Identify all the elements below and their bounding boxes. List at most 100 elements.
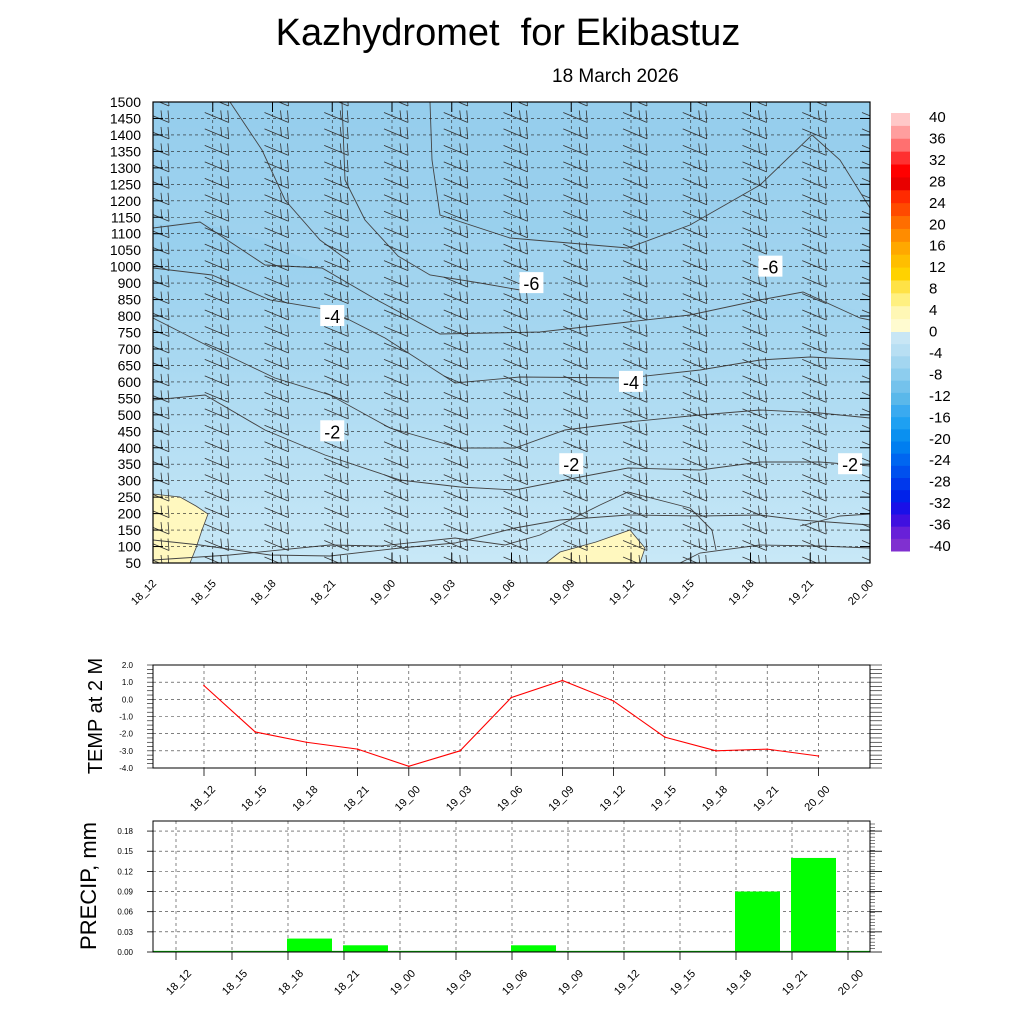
wind-barb	[337, 102, 349, 107]
wind-barb	[742, 390, 767, 403]
colorbar-swatch	[891, 177, 910, 191]
wind-barb	[443, 126, 469, 140]
wind-barb	[682, 143, 708, 156]
colorbar-swatch	[891, 203, 910, 217]
x-tick-label: 19_00	[368, 578, 398, 608]
wind-barb	[682, 505, 708, 518]
wind-barb	[204, 143, 230, 156]
y-tick-label: 1200	[110, 193, 141, 209]
wind-barb	[383, 192, 409, 206]
colorbar-swatch	[891, 306, 910, 320]
temp-point	[766, 748, 768, 750]
wind-barb	[742, 423, 767, 436]
wind-barb	[576, 102, 588, 107]
y-tick-label: -1.0	[119, 713, 133, 722]
y-tick-label: 200	[118, 506, 142, 522]
wind-barb	[443, 439, 469, 453]
wind-barb	[563, 176, 588, 189]
x-tick-label: 19_15	[649, 784, 679, 814]
wind-barb	[861, 540, 870, 545]
wind-barb	[861, 523, 870, 528]
wind-barb	[383, 143, 409, 156]
wind-barb	[383, 307, 409, 321]
wind-barb	[622, 423, 648, 436]
wind-barb	[383, 406, 409, 420]
temp-y-label: TEMP at 2 M	[85, 658, 107, 774]
wind-barb	[443, 209, 469, 222]
wind-barb	[204, 307, 230, 321]
y-tick-label: 150	[118, 522, 142, 538]
temp-point	[254, 731, 256, 733]
colorbar-swatch	[891, 417, 910, 430]
wind-barb	[264, 307, 289, 321]
wind-barb	[815, 102, 827, 107]
wind-barb	[742, 538, 767, 551]
wind-barb	[457, 102, 469, 107]
y-tick-label: 900	[118, 275, 142, 291]
wind-barb	[682, 439, 708, 453]
wind-barb	[264, 456, 289, 469]
colorbar-swatch	[891, 267, 910, 281]
wind-barb	[802, 242, 827, 255]
wind-barb	[324, 456, 349, 469]
temp-point	[817, 755, 820, 757]
wind-barb	[264, 225, 289, 239]
wind-barb	[563, 390, 588, 403]
temp-point	[715, 750, 717, 752]
wind-barb	[682, 373, 708, 387]
wind-barb	[861, 194, 870, 199]
contour-label: -4	[619, 370, 643, 393]
colorbar-label: -40	[929, 538, 951, 555]
x-tick-label: 18_12	[129, 578, 159, 608]
wind-barb	[204, 373, 230, 387]
svg-text:-2: -2	[563, 455, 579, 475]
x-tick-label: 18_21	[308, 578, 338, 608]
colorbar-swatch	[891, 429, 910, 442]
svg-text:-4: -4	[623, 373, 639, 393]
wind-barb	[443, 538, 469, 551]
wind-barb	[443, 456, 469, 469]
wind-barb	[742, 406, 767, 420]
wind-barb	[324, 538, 349, 551]
wind-barb	[622, 505, 648, 518]
y-tick-label: 0.15	[117, 847, 133, 856]
x-tick-label: 19_12	[598, 784, 628, 814]
temp-series	[203, 679, 820, 768]
colorbar-label: 28	[929, 173, 946, 190]
wind-barb	[383, 225, 409, 239]
wind-barb	[383, 258, 409, 272]
wind-barb	[682, 258, 708, 272]
wind-barb	[861, 342, 870, 347]
wind-barb	[802, 192, 827, 206]
wind-barb	[264, 505, 289, 518]
wind-barb	[204, 242, 230, 255]
wind-barb	[802, 307, 827, 321]
wind-barb	[383, 472, 409, 486]
wind-barb	[324, 472, 349, 486]
wind-barb	[264, 406, 289, 420]
wind-barb	[636, 102, 648, 107]
colorbar-swatch	[891, 113, 910, 127]
wind-barb	[802, 538, 827, 551]
precip-bar	[791, 857, 836, 952]
x-tick-label: 19_00	[388, 968, 418, 998]
x-tick-label: 18_12	[188, 784, 218, 814]
wind-barb	[802, 406, 827, 420]
colorbar-swatch	[891, 538, 910, 552]
wind-barb	[264, 242, 289, 255]
wind-barb	[563, 489, 588, 502]
wind-barb	[861, 457, 870, 462]
wind-barb	[802, 472, 827, 486]
x-tick-label: 19_21	[780, 968, 810, 998]
wind-barb	[264, 390, 289, 403]
upper-grid	[153, 102, 870, 563]
precip-y-label: PRECIP, mm	[76, 822, 101, 950]
wind-barb	[443, 176, 469, 189]
wind-barb	[682, 390, 708, 403]
wind-barb	[264, 489, 289, 502]
temp-point	[305, 741, 308, 744]
colorbar-swatch	[891, 405, 910, 418]
wind-barb	[264, 291, 289, 304]
colorbar-swatch	[891, 216, 910, 230]
wind-barb	[563, 242, 588, 255]
